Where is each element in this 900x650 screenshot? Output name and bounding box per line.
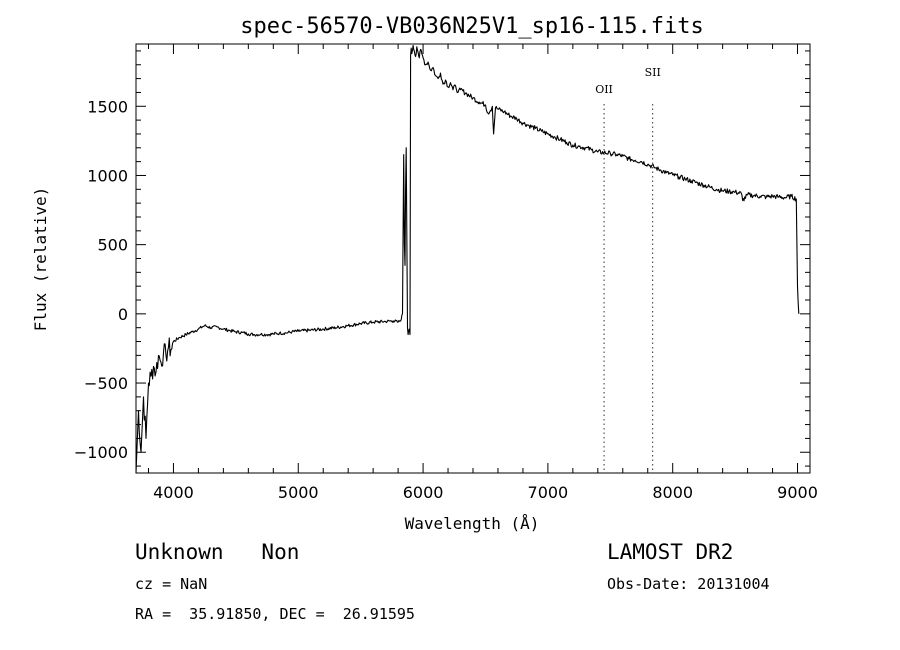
y-tick-label: −500 [84, 374, 128, 393]
plot-frame [135, 43, 811, 474]
y-axis-label: Flux (relative) [31, 187, 50, 332]
chart-title: spec-56570-VB036N25V1_sp16-115.fits [240, 14, 704, 39]
spectrum-line [135, 44, 800, 474]
reference-line-label: SII [645, 66, 661, 79]
x-tick-label: 5000 [278, 483, 319, 502]
y-tick-label: 1000 [87, 166, 128, 185]
y-tick-label: −1000 [74, 443, 128, 462]
x-tick-label: 4000 [153, 483, 194, 502]
x-tick-label: 8000 [652, 483, 693, 502]
classification-text: Unknown Non [135, 540, 300, 564]
redshift-text: cz = NaN [135, 575, 208, 593]
y-tick-label: 0 [118, 305, 128, 324]
x-tick-label: 9000 [777, 483, 818, 502]
reference-lines: OII SII [595, 66, 661, 473]
axis-ticks: 4000 5000 6000 7000 8000 9000 −1000 −500 0 500 100… [74, 44, 818, 502]
x-axis-label: Wavelength (Å) [405, 514, 540, 533]
reference-line-label: OII [595, 83, 613, 96]
x-tick-label: 6000 [403, 483, 444, 502]
y-tick-label: 1500 [87, 97, 128, 116]
x-tick-label: 7000 [528, 483, 569, 502]
survey-label: LAMOST DR2 [607, 540, 734, 564]
coordinates-text: RA = 35.91850, DEC = 26.91595 [135, 605, 415, 623]
y-tick-label: 500 [97, 236, 128, 255]
obs-date-text: Obs-Date: 20131004 [607, 575, 770, 593]
